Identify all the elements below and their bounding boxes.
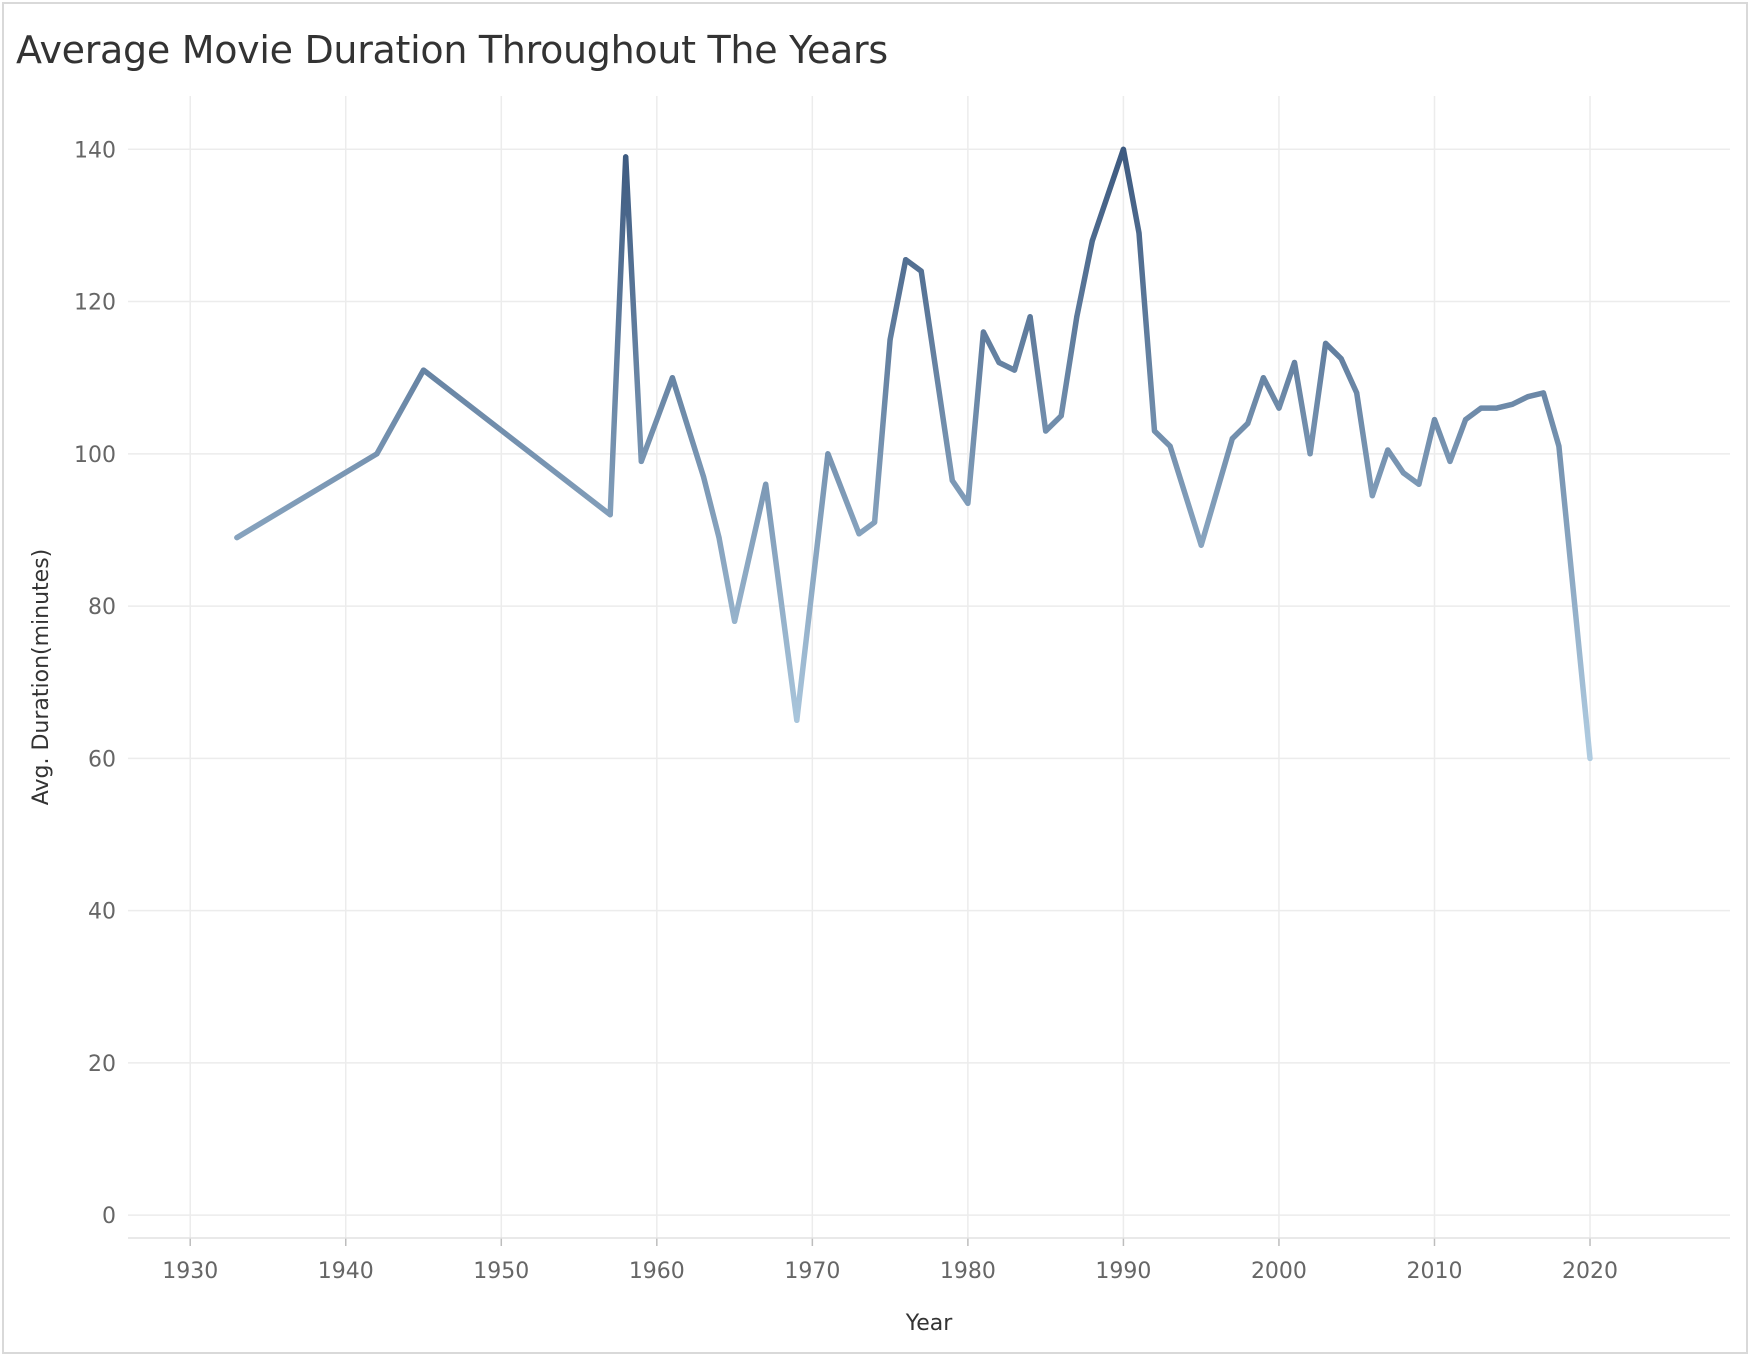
data-point-1984: [1027, 314, 1033, 320]
data-point-2012: [1462, 416, 1469, 423]
data-point-2009: [1416, 481, 1422, 487]
x-tick-label: 1970: [784, 1259, 840, 1284]
data-point-2010: [1431, 416, 1438, 423]
data-point-2007: [1385, 447, 1391, 453]
data-points: [234, 146, 1593, 761]
x-axis-title: Year: [905, 1311, 954, 1336]
data-point-1988: [1089, 238, 1095, 244]
y-axis-title: Avg. Duration(minutes): [29, 549, 54, 806]
data-point-1961: [669, 375, 675, 381]
data-point-2001: [1291, 359, 1298, 366]
data-point-1980: [965, 500, 971, 506]
data-point-2006: [1369, 493, 1375, 499]
data-point-1976: [903, 257, 909, 263]
data-point-1977: [918, 268, 924, 274]
data-point-2004: [1338, 356, 1344, 362]
data-point-1933: [234, 534, 240, 541]
y-tick-label: 0: [102, 1204, 116, 1229]
data-point-1998: [1245, 420, 1251, 426]
data-point-2016: [1525, 394, 1531, 400]
data-point-1959: [638, 458, 644, 465]
data-point-1957: [607, 512, 613, 518]
data-point-2008: [1400, 470, 1406, 476]
data-point-1969: [794, 717, 800, 723]
x-tick-label: 1980: [940, 1259, 996, 1284]
y-tick-label: 20: [88, 1052, 116, 1077]
x-tick-label: 2000: [1251, 1259, 1307, 1284]
data-point-1945: [420, 367, 427, 373]
y-tick-label: 140: [74, 138, 116, 163]
data-point-1992: [1151, 428, 1158, 434]
data-point-1982: [996, 359, 1002, 366]
data-point-1964: [716, 534, 722, 541]
data-point-1991: [1136, 230, 1142, 236]
data-point-1971: [825, 451, 831, 457]
data-point-1987: [1074, 314, 1080, 320]
data-point-1973: [856, 531, 862, 537]
x-tick-label: 1990: [1095, 1259, 1151, 1284]
data-point-2014: [1494, 405, 1500, 411]
data-point-1974: [871, 519, 878, 525]
y-tick-label: 80: [88, 595, 116, 620]
x-tick-label: 2010: [1406, 1259, 1462, 1284]
data-point-1963: [700, 474, 707, 480]
data-point-1995: [1198, 542, 1204, 548]
y-tick-label: 100: [74, 443, 116, 468]
y-axis-ticks: 0 20 40 60 80 100 120 140: [74, 138, 116, 1229]
data-point-2020: [1587, 755, 1593, 761]
data-point-1985: [1043, 428, 1049, 434]
data-point-1981: [980, 329, 987, 335]
data-point-1958: [623, 154, 629, 160]
grid: [128, 96, 1730, 1238]
data-point-1983: [1011, 367, 1018, 373]
data-point-1999: [1260, 375, 1266, 381]
x-axis-ticks: 1930 1940 1950 1960 1970 1980 1990 2000 2010 2020: [162, 1238, 1618, 1284]
data-point-2000: [1276, 405, 1282, 411]
x-tick-label: 1950: [473, 1259, 529, 1284]
data-point-1975: [887, 337, 893, 343]
x-tick-label: 1930: [162, 1259, 218, 1284]
y-tick-label: 60: [88, 747, 116, 772]
data-point-1942: [374, 451, 380, 457]
data-point-2002: [1307, 451, 1313, 457]
data-point-1965: [731, 618, 738, 624]
series-line-avg-duration: [234, 146, 1593, 762]
data-point-1979: [949, 477, 955, 484]
x-tick-label: 2020: [1562, 1259, 1618, 1284]
data-point-2018: [1556, 443, 1562, 449]
data-point-1997: [1229, 436, 1235, 442]
data-point-2017: [1540, 390, 1546, 396]
data-point-2011: [1447, 458, 1453, 465]
data-point-1967: [763, 481, 769, 487]
data-point-2013: [1478, 405, 1484, 411]
data-point-2005: [1354, 390, 1360, 396]
data-point-2015: [1509, 401, 1515, 407]
x-tick-label: 1960: [629, 1259, 685, 1284]
data-point-1986: [1058, 413, 1064, 419]
y-tick-label: 120: [74, 291, 116, 316]
chart-title: Average Movie Duration Throughout The Ye…: [16, 28, 888, 72]
data-point-1990: [1120, 146, 1127, 152]
data-point-1993: [1167, 443, 1173, 449]
data-point-2003: [1323, 340, 1329, 347]
y-tick-label: 40: [88, 900, 116, 925]
x-tick-label: 1940: [318, 1259, 374, 1284]
